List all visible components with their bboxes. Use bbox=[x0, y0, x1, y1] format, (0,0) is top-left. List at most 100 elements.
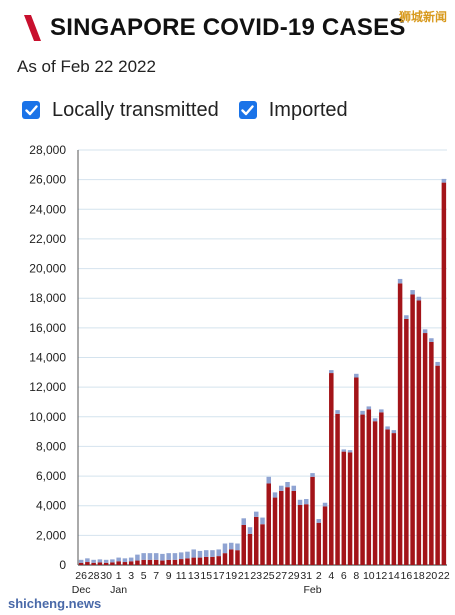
bar-local bbox=[366, 409, 372, 565]
bar-imported bbox=[285, 482, 290, 488]
bar-imported bbox=[379, 409, 384, 413]
bar-local bbox=[178, 559, 184, 565]
y-tick-label: 0 bbox=[59, 558, 66, 572]
bar-local bbox=[135, 560, 140, 565]
bar-local bbox=[316, 522, 322, 565]
bar-local bbox=[354, 377, 359, 565]
bar-imported bbox=[329, 370, 334, 374]
bar-local bbox=[185, 558, 190, 565]
bar-imported bbox=[429, 338, 434, 342]
bar-imported bbox=[291, 485, 297, 491]
bar-imported bbox=[310, 473, 315, 477]
bar-imported bbox=[166, 553, 171, 560]
bar-local bbox=[241, 524, 246, 565]
bar-imported bbox=[316, 519, 322, 523]
x-tick-label: 29 bbox=[288, 570, 300, 582]
bar-imported bbox=[110, 559, 115, 563]
bar-local bbox=[166, 559, 171, 565]
bar-imported bbox=[197, 550, 203, 558]
x-tick-label: 25 bbox=[263, 570, 275, 582]
checkmark-icon bbox=[241, 104, 254, 115]
bar-local bbox=[253, 516, 259, 565]
x-tick-label: 3 bbox=[128, 570, 134, 582]
bar-imported bbox=[135, 554, 140, 561]
bar-imported bbox=[216, 549, 221, 557]
bar-local bbox=[429, 341, 434, 565]
bar-imported bbox=[404, 315, 409, 319]
bar-imported bbox=[335, 410, 340, 414]
bar-imported bbox=[410, 290, 415, 295]
y-tick-label: 14,000 bbox=[29, 351, 66, 365]
legend-label-imported: Imported bbox=[268, 98, 348, 121]
brand-logo bbox=[24, 15, 41, 41]
bar-imported bbox=[128, 557, 134, 562]
bar-local bbox=[78, 562, 84, 565]
x-tick-label: 15 bbox=[200, 570, 212, 582]
bar-local bbox=[329, 373, 334, 565]
x-tick-label: 4 bbox=[328, 570, 334, 582]
chart-title: SINGAPORE COVID-19 CASES bbox=[50, 14, 406, 41]
bar-imported bbox=[360, 410, 365, 415]
local-checkbox[interactable] bbox=[22, 101, 40, 119]
bar-local bbox=[247, 533, 253, 565]
watermark-bottom: shicheng.news bbox=[8, 596, 102, 611]
x-tick-label: 22 bbox=[438, 570, 450, 582]
bar-imported bbox=[191, 549, 196, 558]
bar-imported bbox=[260, 517, 265, 525]
bar-local bbox=[197, 557, 203, 565]
x-tick-label: 14 bbox=[388, 570, 400, 582]
bar-local bbox=[103, 562, 109, 565]
bar-local bbox=[266, 483, 272, 565]
y-tick-label: 8,000 bbox=[36, 439, 66, 453]
as-of-date: As of Feb 22 2022 bbox=[17, 57, 156, 76]
x-tick-label: 27 bbox=[275, 570, 287, 582]
imported-checkbox[interactable] bbox=[238, 101, 257, 119]
bar-local bbox=[210, 556, 215, 565]
bar-imported bbox=[153, 553, 159, 560]
bar-local bbox=[397, 283, 403, 565]
y-tick-label: 28,000 bbox=[29, 143, 66, 157]
legend-item-imported[interactable]: Imported bbox=[238, 98, 348, 122]
bar-local bbox=[116, 561, 121, 565]
bar-local bbox=[97, 562, 103, 565]
bar-local bbox=[203, 556, 209, 565]
cases-bar-chart: 0 2,000 4,000 6,000 8,000 10,000 12,000 14,000 1… bbox=[29, 143, 450, 596]
bar-imported bbox=[160, 553, 165, 561]
bar-local bbox=[310, 476, 315, 565]
bar-imported bbox=[304, 499, 309, 505]
x-month-label: Jan bbox=[110, 584, 127, 596]
bar-imported bbox=[91, 559, 96, 563]
bar-local bbox=[379, 412, 384, 565]
bar-imported bbox=[97, 559, 103, 563]
bar-imported bbox=[247, 527, 253, 534]
x-tick-label: 1 bbox=[116, 570, 122, 582]
bar-imported bbox=[210, 550, 215, 557]
bar-local bbox=[291, 490, 297, 565]
x-tick-label: 5 bbox=[141, 570, 147, 582]
bar-imported bbox=[203, 550, 209, 557]
bar-local bbox=[304, 504, 309, 565]
y-tick-label: 10,000 bbox=[29, 410, 66, 424]
bar-imported bbox=[354, 373, 359, 378]
y-tick-label: 12,000 bbox=[29, 380, 66, 394]
x-tick-label: 9 bbox=[166, 570, 172, 582]
x-tick-label: 12 bbox=[375, 570, 387, 582]
y-tick-label: 16,000 bbox=[29, 321, 66, 335]
x-tick-label: 16 bbox=[401, 570, 413, 582]
legend-label-local: Locally transmitted bbox=[52, 98, 219, 121]
bar-imported bbox=[253, 511, 259, 517]
legend-item-local[interactable]: Locally transmitted bbox=[22, 99, 219, 122]
bar-local bbox=[360, 414, 365, 565]
bar-imported bbox=[141, 553, 146, 560]
bar-local bbox=[422, 333, 428, 565]
bar-imported bbox=[297, 499, 303, 505]
x-tick-label: 7 bbox=[153, 570, 159, 582]
y-tick-label: 26,000 bbox=[29, 173, 66, 187]
x-tick-label: 30 bbox=[100, 570, 112, 582]
bar-imported bbox=[441, 178, 447, 183]
bar-imported bbox=[172, 553, 178, 560]
bar-imported bbox=[103, 559, 109, 563]
bar-local bbox=[297, 504, 303, 565]
bar-imported bbox=[397, 278, 403, 284]
bar-local bbox=[160, 560, 165, 565]
